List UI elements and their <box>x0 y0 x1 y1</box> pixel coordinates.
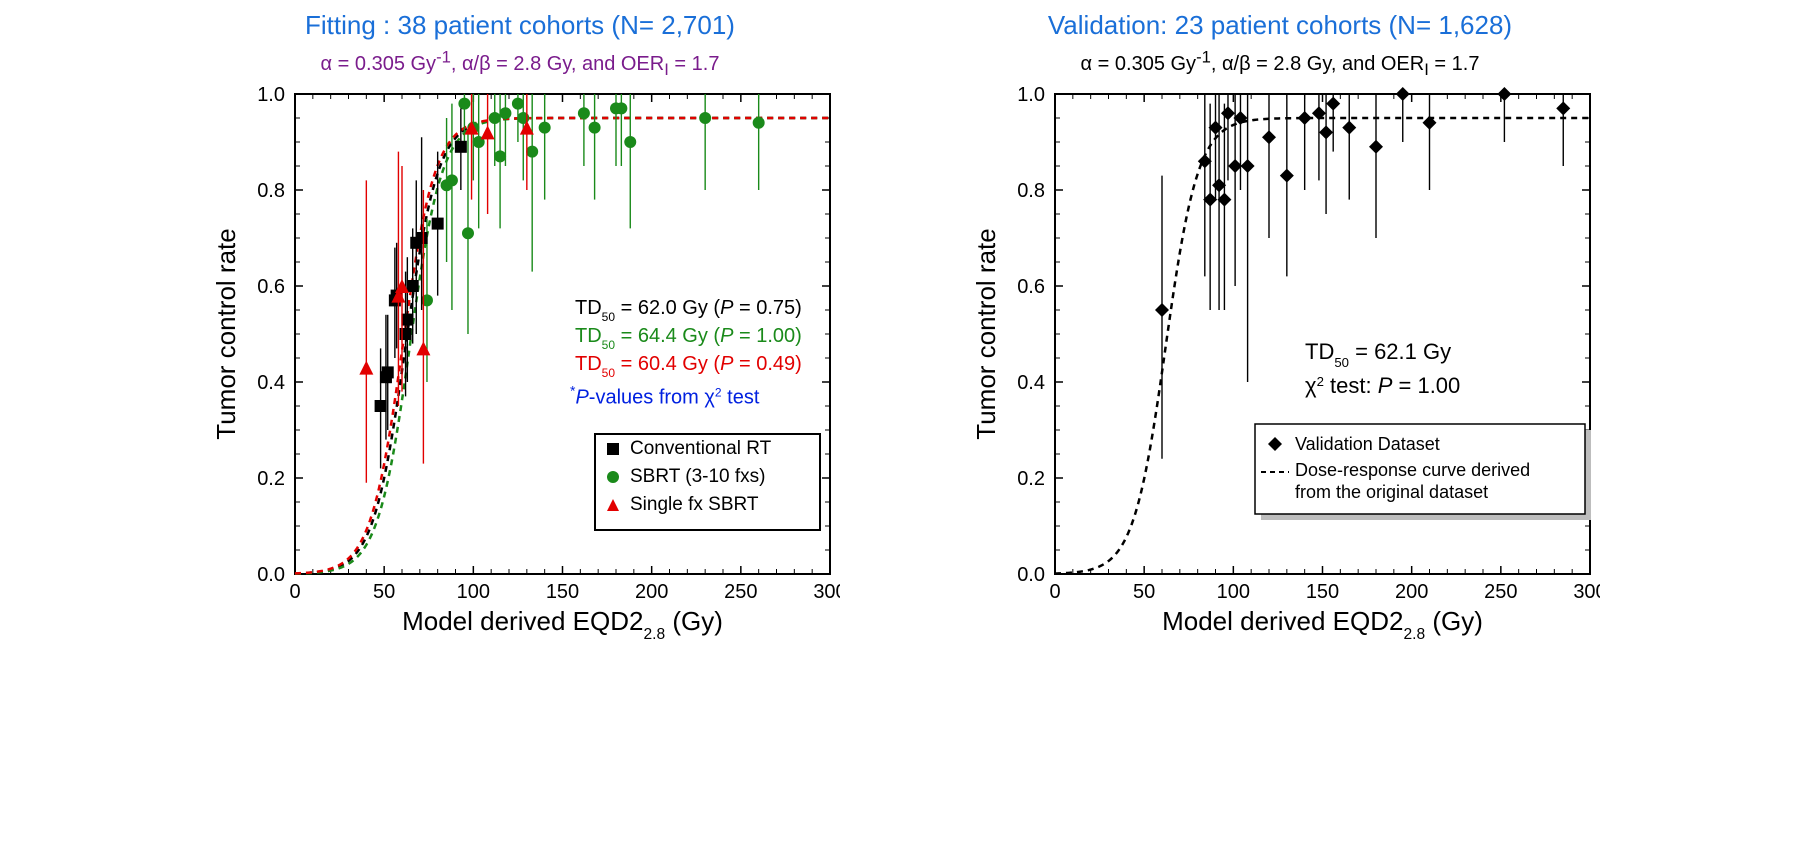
svg-text:50: 50 <box>1133 581 1155 603</box>
svg-text:300: 300 <box>1573 581 1600 603</box>
svg-text:0.6: 0.6 <box>257 276 285 298</box>
svg-text:TD50 = 62.0 Gy (P = 0.75): TD50 = 62.0 Gy (P = 0.75) <box>575 297 802 324</box>
svg-text:0: 0 <box>289 581 300 603</box>
svg-text:0: 0 <box>1049 581 1060 603</box>
fitting-chart: 0 50 100 150 200 250 300 0.0 0.2 0.4 0.6 0.8 1.0 Mode… <box>200 84 840 644</box>
svg-text:50: 50 <box>373 581 395 603</box>
validation-panel: Validation: 23 patient cohorts (N= 1,628… <box>960 10 1600 644</box>
svg-text:100: 100 <box>457 581 490 603</box>
svg-text:χ2 test: P = 1.00: χ2 test: P = 1.00 <box>1305 373 1460 398</box>
svg-text:TD50 = 64.4 Gy (P = 1.00): TD50 = 64.4 Gy (P = 1.00) <box>575 325 802 352</box>
validation-subtitle: α = 0.305 Gy-1, α/β = 2.8 Gy, and OERI =… <box>1081 47 1480 80</box>
svg-text:0.4: 0.4 <box>1017 372 1045 394</box>
svg-text:TD50 = 62.1 Gy: TD50 = 62.1 Gy <box>1305 339 1451 370</box>
svg-text:Model derived EQD22.8 (Gy): Model derived EQD22.8 (Gy) <box>1162 606 1483 643</box>
validation-title: Validation: 23 patient cohorts (N= 1,628… <box>1048 10 1512 41</box>
svg-text:Dose-response curve derived: Dose-response curve derived <box>1295 460 1530 480</box>
fitting-subtitle: α = 0.305 Gy-1, α/β = 2.8 Gy, and OERI =… <box>321 47 720 80</box>
svg-text:Conventional RT: Conventional RT <box>630 438 772 459</box>
fitting-panel: Fitting : 38 patient cohorts (N= 2,701) … <box>200 10 840 644</box>
svg-text:0.4: 0.4 <box>257 372 285 394</box>
svg-text:100: 100 <box>1217 581 1250 603</box>
svg-text:0.0: 0.0 <box>257 564 285 586</box>
svg-text:0.8: 0.8 <box>257 180 285 202</box>
svg-text:*P-values from χ2 test: *P-values from χ2 test <box>570 382 760 408</box>
svg-text:TD50 = 60.4 Gy (P = 0.49): TD50 = 60.4 Gy (P = 0.49) <box>575 353 802 380</box>
svg-text:250: 250 <box>724 581 757 603</box>
svg-text:Validation Dataset: Validation Dataset <box>1295 434 1440 454</box>
svg-text:0.0: 0.0 <box>1017 564 1045 586</box>
svg-text:0.8: 0.8 <box>1017 180 1045 202</box>
svg-text:150: 150 <box>546 581 579 603</box>
svg-text:SBRT (3-10 fxs): SBRT (3-10 fxs) <box>630 466 766 487</box>
validation-chart: 0 50 100 150 200 250 300 0.0 0.2 0.4 0.6 0.8 1.0 Mode… <box>960 84 1600 644</box>
svg-text:0.6: 0.6 <box>1017 276 1045 298</box>
fitting-title: Fitting : 38 patient cohorts (N= 2,701) <box>305 10 735 41</box>
svg-text:Single fx SBRT: Single fx SBRT <box>630 494 759 515</box>
svg-text:250: 250 <box>1484 581 1517 603</box>
svg-text:0.2: 0.2 <box>257 468 285 490</box>
svg-text:1.0: 1.0 <box>257 84 285 106</box>
svg-text:200: 200 <box>1395 581 1428 603</box>
svg-text:1.0: 1.0 <box>1017 84 1045 106</box>
svg-text:200: 200 <box>635 581 668 603</box>
svg-text:Model derived EQD22.8 (Gy): Model derived EQD22.8 (Gy) <box>402 606 723 643</box>
svg-text:300: 300 <box>813 581 840 603</box>
svg-text:Tumor control rate: Tumor control rate <box>211 228 241 439</box>
svg-text:Tumor control rate: Tumor control rate <box>971 228 1001 439</box>
svg-text:from the original dataset: from the original dataset <box>1295 482 1488 502</box>
svg-text:0.2: 0.2 <box>1017 468 1045 490</box>
svg-text:150: 150 <box>1306 581 1339 603</box>
